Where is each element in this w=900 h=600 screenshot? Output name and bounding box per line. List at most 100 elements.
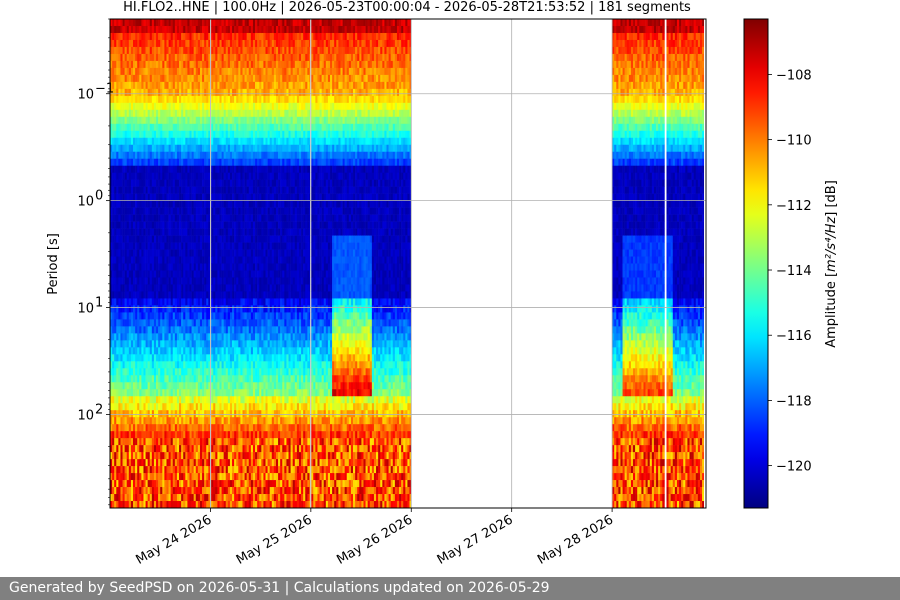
heatmap-cell <box>236 25 239 34</box>
heatmap-cell <box>145 410 148 418</box>
heatmap-cell <box>223 151 227 160</box>
heatmap-cell <box>118 424 121 432</box>
heatmap-cell <box>242 165 245 173</box>
heatmap-cell <box>172 46 176 55</box>
heatmap-cell <box>135 368 138 376</box>
heatmap-cell <box>248 431 252 439</box>
heatmap-cell <box>208 445 211 453</box>
heatmap-cell <box>183 165 186 173</box>
heatmap-cell <box>170 452 174 460</box>
heatmap-cell <box>128 361 132 369</box>
heatmap-cell <box>160 214 163 222</box>
heatmap-cell <box>211 46 214 55</box>
heatmap-cell <box>164 193 167 201</box>
heatmap-cell <box>191 417 194 425</box>
heatmap-cell <box>185 74 188 83</box>
heatmap-cell <box>170 207 174 215</box>
heatmap-cell <box>229 221 233 229</box>
heatmap-cell <box>172 39 176 48</box>
heatmap-cell <box>168 19 171 27</box>
heatmap-cell <box>185 473 188 481</box>
heatmap-cell <box>174 95 178 104</box>
heatmap-cell <box>223 109 227 118</box>
heatmap-cell <box>143 347 146 355</box>
heatmap-cell <box>181 144 184 153</box>
heatmap-cell <box>139 473 142 481</box>
heatmap-cell <box>147 25 151 34</box>
heatmap-cell <box>153 459 157 467</box>
heatmap-cell <box>206 396 209 404</box>
heatmap-cell <box>164 326 167 334</box>
heatmap-cell <box>147 284 151 292</box>
heatmap-cell <box>114 277 117 285</box>
heatmap-cell <box>185 410 188 418</box>
heatmap-cell <box>229 270 233 278</box>
heatmap-cell <box>126 74 130 83</box>
heatmap-cell <box>221 354 224 362</box>
heatmap-cell <box>120 67 123 76</box>
heatmap-cell <box>126 466 130 474</box>
heatmap-cell <box>143 354 146 362</box>
heatmap-cell <box>116 270 119 278</box>
heatmap-cell <box>257 137 260 146</box>
heatmap-cell <box>225 207 229 215</box>
heatmap-cell <box>156 249 159 257</box>
heatmap-cell <box>120 473 123 481</box>
heatmap-cell <box>215 19 218 27</box>
heatmap-cell <box>246 95 250 104</box>
heatmap-cell <box>122 95 125 104</box>
heatmap-cell <box>139 123 142 132</box>
heatmap-cell <box>145 438 148 446</box>
heatmap-cell <box>179 424 182 432</box>
heatmap-cell <box>246 501 250 509</box>
heatmap-cell <box>135 130 138 139</box>
heatmap-cell <box>221 312 224 320</box>
heatmap-cell <box>170 459 174 467</box>
heatmap-cell <box>110 333 113 341</box>
heatmap-cell <box>170 382 174 390</box>
heatmap-cell <box>174 221 178 229</box>
heatmap-cell <box>174 445 178 453</box>
heatmap-cell <box>133 221 136 229</box>
heatmap-cell <box>232 235 235 243</box>
heatmap-cell <box>183 459 186 467</box>
heatmap-cell <box>151 445 155 453</box>
heatmap-cell <box>130 228 134 236</box>
heatmap-cell <box>130 305 134 313</box>
heatmap-cell <box>238 109 241 118</box>
heatmap-cell <box>147 333 151 341</box>
heatmap-cell <box>120 88 123 97</box>
heatmap-cell <box>257 403 260 411</box>
heatmap-cell <box>139 466 142 474</box>
heatmap-cell <box>219 74 222 83</box>
heatmap-cell <box>191 158 194 166</box>
heatmap-cell <box>252 109 256 118</box>
heatmap-cell <box>170 410 174 418</box>
heatmap-cell <box>143 403 146 411</box>
heatmap-cell <box>145 270 148 278</box>
heatmap-cell <box>172 102 176 111</box>
heatmap-cell <box>211 333 214 341</box>
heatmap-cell <box>242 172 245 180</box>
heatmap-cell <box>246 186 250 194</box>
heatmap-cell <box>215 487 218 495</box>
heatmap-cell <box>191 368 194 376</box>
heatmap-cell <box>139 305 142 313</box>
heatmap-cell <box>143 480 146 488</box>
heatmap-cell <box>221 207 224 215</box>
heatmap-cell <box>217 109 220 118</box>
heatmap-cell <box>242 137 245 146</box>
heatmap-cell <box>204 67 207 76</box>
heatmap-cell <box>133 165 136 173</box>
heatmap-cell <box>255 487 258 495</box>
heatmap-cell <box>118 67 121 76</box>
heatmap-cell <box>219 151 222 160</box>
heatmap-cell <box>257 186 260 194</box>
heatmap-cell <box>187 214 190 222</box>
heatmap-cell <box>153 389 157 397</box>
heatmap-cell <box>158 221 161 229</box>
heatmap-cell <box>195 151 199 160</box>
heatmap-cell <box>128 501 132 509</box>
heatmap-cell <box>168 403 171 411</box>
heatmap-cell <box>211 459 214 467</box>
